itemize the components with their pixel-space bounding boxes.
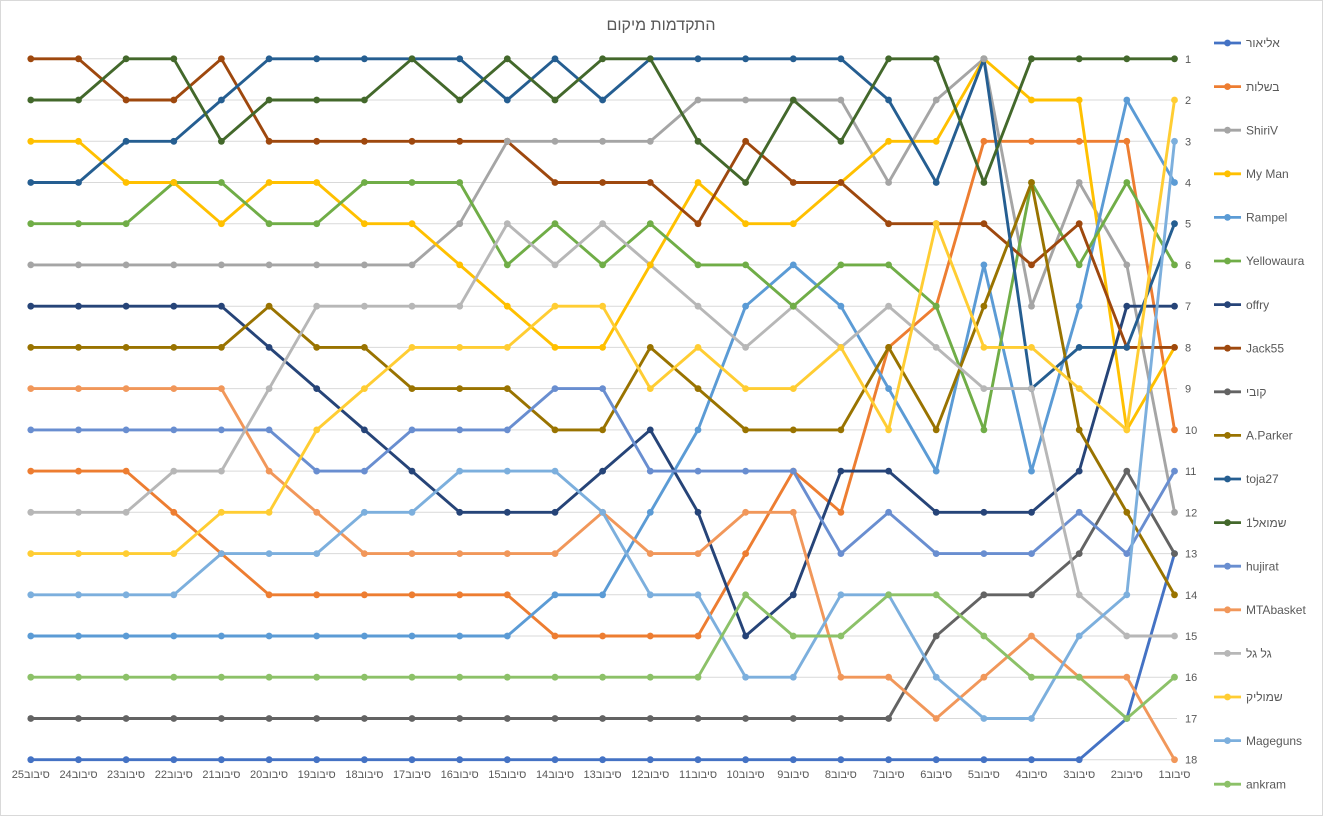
svg-text:Mageguns: Mageguns	[1246, 734, 1302, 748]
svg-text:4סיבוב: 4סיבוב	[1016, 769, 1048, 781]
svg-text:5: 5	[1185, 219, 1191, 231]
svg-text:8: 8	[1185, 342, 1191, 354]
svg-text:גל גל: גל גל	[1246, 647, 1272, 661]
svg-text:2סיבוב: 2סיבוב	[1111, 769, 1143, 781]
svg-text:toja27: toja27	[1246, 472, 1279, 486]
svg-text:2: 2	[1185, 95, 1191, 107]
svg-text:3: 3	[1185, 136, 1191, 148]
svg-text:שמואל1: שמואל1	[1246, 516, 1287, 530]
svg-text:3סיבוב: 3סיבוב	[1063, 769, 1095, 781]
svg-text:קובי: קובי	[1246, 385, 1267, 399]
svg-text:11: 11	[1185, 466, 1196, 478]
svg-text:9סיבוב: 9סיבוב	[777, 769, 809, 781]
svg-text:16סיבוב: 16סיבוב	[441, 769, 479, 781]
svg-text:21סיבוב: 21סיבוב	[202, 769, 240, 781]
svg-text:4: 4	[1185, 178, 1191, 190]
svg-text:12: 12	[1185, 507, 1197, 519]
svg-text:18: 18	[1185, 755, 1197, 767]
svg-text:6: 6	[1185, 260, 1191, 272]
svg-text:15סיבוב: 15סיבוב	[488, 769, 526, 781]
svg-text:11סיבוב: 11סיבוב	[679, 769, 717, 781]
svg-text:10סיבוב: 10סיבוב	[727, 769, 765, 781]
svg-text:13סיבוב: 13סיבוב	[584, 769, 622, 781]
svg-text:14: 14	[1185, 590, 1197, 602]
svg-text:שמוליק: שמוליק	[1246, 690, 1283, 704]
svg-text:16: 16	[1185, 672, 1197, 684]
svg-text:A.Parker: A.Parker	[1246, 429, 1293, 443]
svg-text:10: 10	[1185, 425, 1197, 437]
svg-text:8סיבוב: 8סיבוב	[825, 769, 857, 781]
svg-text:ShiriV: ShiriV	[1246, 123, 1278, 137]
svg-text:6סיבוב: 6סיבוב	[920, 769, 952, 781]
svg-text:7סיבוב: 7סיבוב	[873, 769, 905, 781]
svg-text:1: 1	[1185, 54, 1191, 66]
svg-text:אליאור: אליאור	[1246, 36, 1280, 50]
svg-text:24סיבוב: 24סיבוב	[59, 769, 97, 781]
svg-text:19סיבוב: 19סיבוב	[298, 769, 336, 781]
svg-text:1סיבוב: 1סיבוב	[1159, 769, 1191, 781]
svg-text:20סיבוב: 20סיבוב	[250, 769, 288, 781]
svg-text:25סיבוב: 25סיבוב	[12, 769, 50, 781]
svg-text:12סיבוב: 12סיבוב	[631, 769, 669, 781]
svg-text:5סיבוב: 5סיבוב	[968, 769, 1000, 781]
svg-text:Jack55: Jack55	[1246, 341, 1284, 355]
svg-text:ankram: ankram	[1246, 777, 1286, 791]
svg-text:15: 15	[1185, 631, 1197, 643]
svg-text:MTAbasket: MTAbasket	[1246, 603, 1306, 617]
svg-text:Yellowaura: Yellowaura	[1246, 254, 1305, 268]
svg-text:offry: offry	[1246, 298, 1269, 312]
svg-text:My Man: My Man	[1246, 167, 1289, 181]
svg-text:7: 7	[1185, 301, 1191, 313]
svg-text:17: 17	[1185, 714, 1197, 726]
svg-text:9: 9	[1185, 384, 1191, 396]
svg-text:בשלות: בשלות	[1246, 80, 1279, 94]
svg-text:23סיבוב: 23סיבוב	[107, 769, 145, 781]
svg-text:hujirat: hujirat	[1246, 559, 1279, 573]
svg-text:22סיבוב: 22סיבוב	[155, 769, 193, 781]
svg-text:13: 13	[1185, 549, 1197, 561]
svg-text:14סיבוב: 14סיבוב	[536, 769, 574, 781]
svg-text:18סיבוב: 18סיבוב	[345, 769, 383, 781]
svg-text:Rampel: Rampel	[1246, 211, 1287, 225]
svg-text:התקדמות מיקום: התקדמות מיקום	[607, 17, 716, 34]
svg-text:17סיבוב: 17סיבוב	[393, 769, 431, 781]
